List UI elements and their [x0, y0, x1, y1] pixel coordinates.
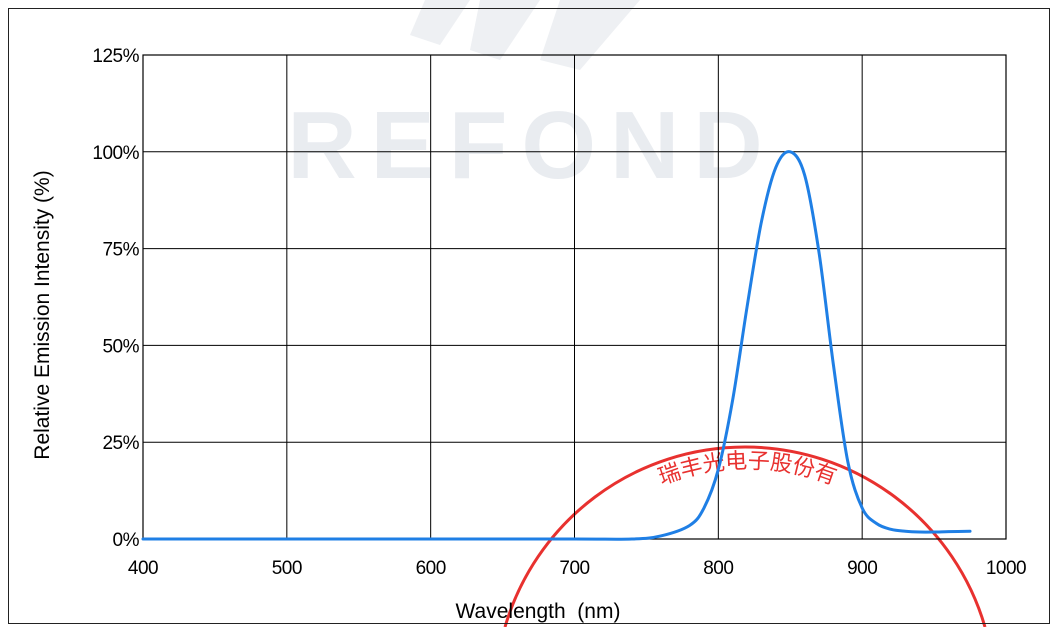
tick-labels: 400 500 600 700 800 900 1000 0% 25% 50% 75% 100% 125…: [92, 46, 1026, 579]
x-tick-label: 700: [559, 558, 589, 579]
y-axis-title: Relative Emission Intensity (%): [31, 170, 54, 459]
x-tick-label: 900: [847, 558, 877, 579]
y-tick-label: 0%: [113, 530, 140, 551]
y-tick-label: 100%: [92, 143, 139, 164]
x-tick-label: 400: [128, 558, 158, 579]
watermark-logo: REFOND: [287, 0, 776, 199]
x-tick-label: 600: [416, 558, 446, 579]
x-tick-label: 1000: [986, 558, 1026, 579]
series-layer: [141, 150, 972, 541]
y-tick-label: 50%: [102, 336, 139, 357]
grid: [142, 54, 1007, 540]
outer-border: [8, 8, 1050, 624]
series-line: [141, 150, 972, 541]
y-tick-label: 125%: [92, 46, 139, 67]
x-tick-label: 500: [272, 558, 302, 579]
x-tick-label: 800: [703, 558, 733, 579]
y-tick-label: 75%: [102, 240, 139, 261]
x-axis-title: Wavelength (nm): [456, 600, 621, 623]
watermark-text: REFOND: [287, 92, 776, 199]
y-tick-label: 25%: [102, 433, 139, 454]
